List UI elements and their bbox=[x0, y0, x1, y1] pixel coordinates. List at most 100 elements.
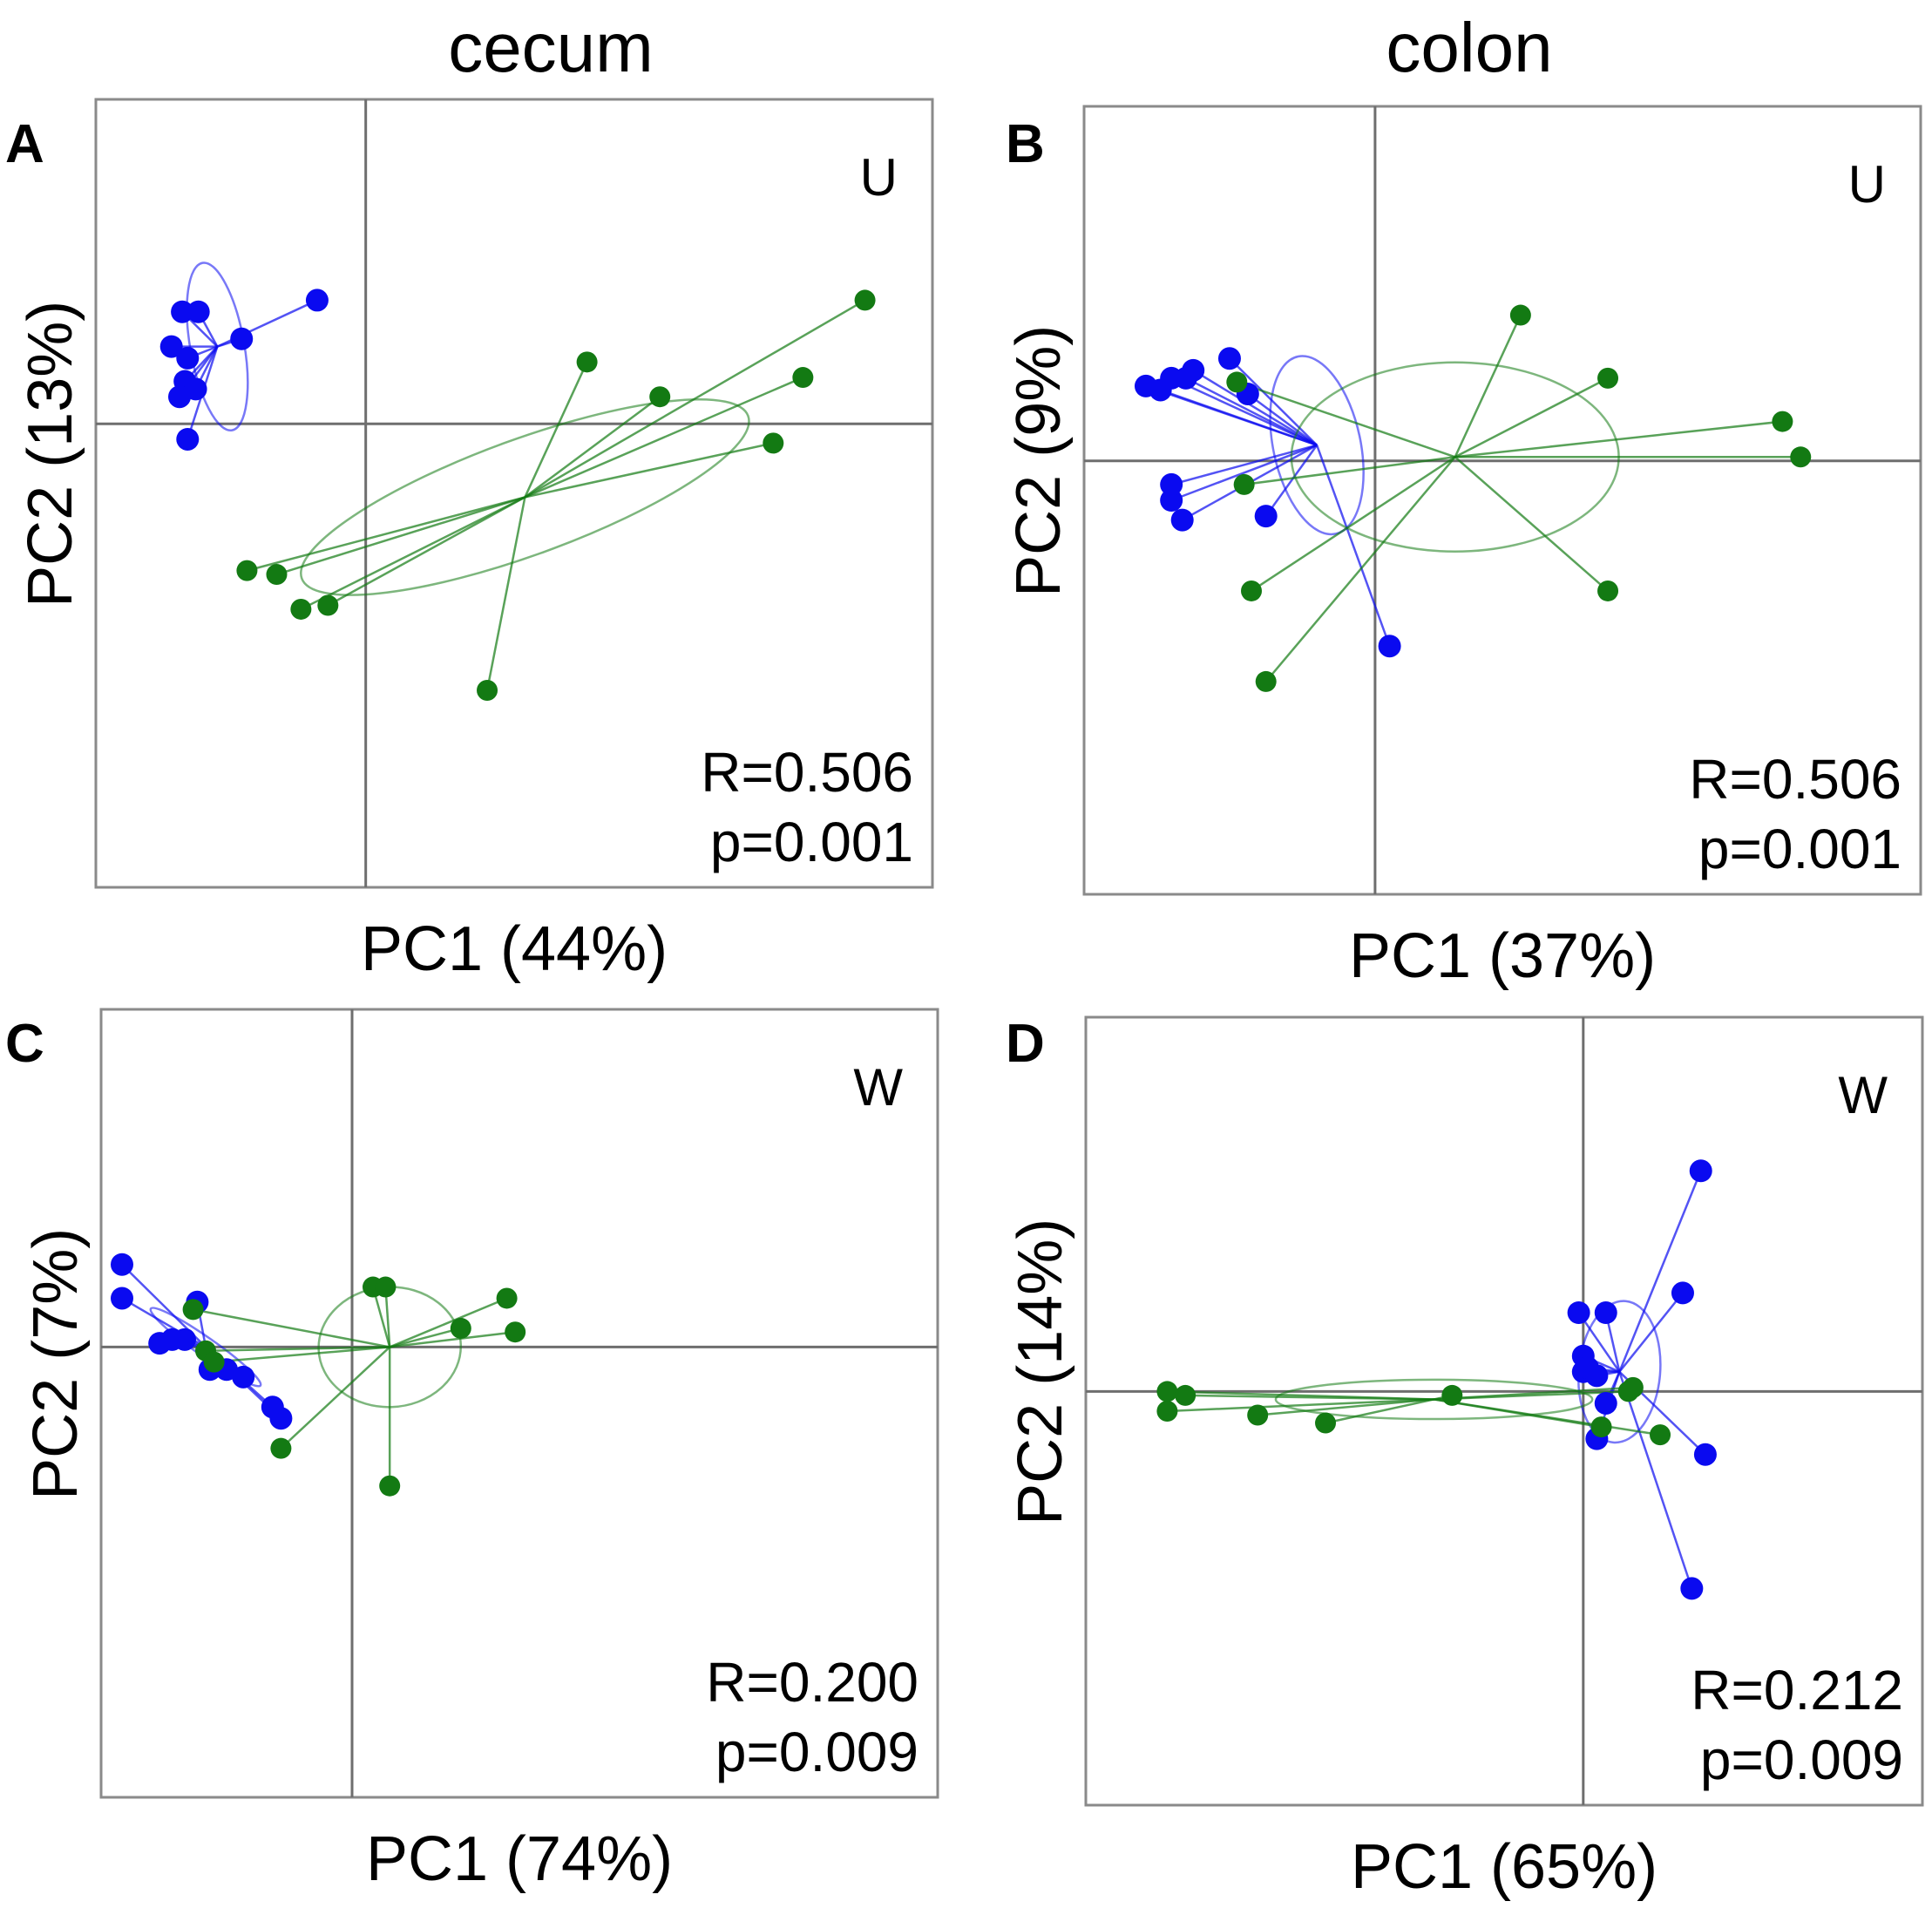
centroid-spoke-group1 bbox=[1618, 1170, 1702, 1373]
plot-frame bbox=[1082, 105, 1922, 896]
data-point-group2 bbox=[1241, 580, 1262, 601]
centroid-spoke-group2 bbox=[247, 496, 525, 572]
data-point-group1 bbox=[305, 289, 329, 312]
data-point-group1 bbox=[111, 1287, 133, 1310]
centroid-spoke-group2 bbox=[1454, 420, 1783, 458]
data-point-group2 bbox=[236, 560, 258, 581]
centroid-spoke-group2 bbox=[1236, 381, 1456, 458]
x-axis-label: PC1 (74%) bbox=[366, 1824, 673, 1894]
centroid-spoke-group2 bbox=[1434, 1398, 1661, 1436]
data-point-group2 bbox=[1156, 1401, 1178, 1422]
panel-letter: D bbox=[1006, 1014, 1045, 1074]
confidence-ellipse-group2 bbox=[1274, 1378, 1594, 1421]
data-point-group2 bbox=[379, 1475, 401, 1497]
data-point-group2 bbox=[266, 564, 288, 586]
panel-b: B U R=0.506 p=0.001 PC1 (37%) PC2 (9%) bbox=[1004, 105, 1922, 991]
data-point-group2 bbox=[1175, 1384, 1196, 1406]
data-point-group2 bbox=[1156, 1381, 1178, 1402]
data-point-group2 bbox=[1597, 367, 1619, 389]
data-point-group2 bbox=[450, 1317, 471, 1339]
data-point-group2 bbox=[1650, 1424, 1671, 1446]
confidence-ellipse-group1 bbox=[1269, 355, 1365, 536]
r-statistic: R=0.506 bbox=[701, 741, 913, 804]
data-point-group2 bbox=[576, 351, 598, 373]
centroid-spoke-group2 bbox=[524, 299, 866, 499]
centroid-spoke-group2 bbox=[300, 496, 525, 611]
data-point-group1 bbox=[1174, 366, 1197, 390]
centroid-spoke-group2 bbox=[389, 1297, 508, 1348]
data-point-group1 bbox=[159, 335, 183, 358]
plot-frame bbox=[1084, 1015, 1924, 1807]
data-point-group2 bbox=[1255, 670, 1277, 692]
plot-frame bbox=[99, 1008, 939, 1799]
data-point-group1 bbox=[232, 1365, 255, 1389]
y-axis-label: PC2 (7%) bbox=[21, 1228, 91, 1500]
confidence-ellipse-group2 bbox=[300, 397, 750, 596]
centroid-spoke-group2 bbox=[1264, 456, 1456, 682]
treatment-label: W bbox=[1838, 1066, 1888, 1124]
treatment-label: U bbox=[1848, 155, 1886, 214]
data-point-group1 bbox=[1567, 1301, 1590, 1324]
data-point-group2 bbox=[1772, 411, 1793, 432]
data-point-group2 bbox=[854, 289, 876, 311]
centroid-spoke-group1 bbox=[1618, 1371, 1693, 1589]
data-point-group2 bbox=[477, 680, 498, 701]
centroid-spoke-group2 bbox=[390, 1330, 516, 1348]
y-axis-label: PC2 (9%) bbox=[1004, 325, 1074, 597]
centroid-spoke-group2 bbox=[524, 396, 661, 499]
centroid-spoke-group1 bbox=[1247, 392, 1318, 446]
data-point-group2 bbox=[203, 1351, 225, 1373]
data-point-group1 bbox=[1693, 1443, 1717, 1466]
data-point-group1 bbox=[1689, 1159, 1712, 1183]
data-point-group2 bbox=[1590, 1416, 1612, 1438]
data-point-group2 bbox=[649, 386, 671, 408]
data-point-group2 bbox=[496, 1287, 518, 1309]
data-point-group2 bbox=[792, 367, 814, 389]
centroid-spoke-group2 bbox=[280, 1346, 391, 1450]
x-axis-label: PC1 (65%) bbox=[1351, 1832, 1657, 1902]
centroid-spoke-group1 bbox=[1170, 377, 1318, 446]
panel-letter: A bbox=[5, 114, 44, 174]
panel-a: A U R=0.506 p=0.001 PC1 (44%) PC2 (13%) bbox=[5, 98, 934, 984]
centroid-spoke-group2 bbox=[1244, 456, 1455, 486]
panel-d: D W R=0.212 p=0.009 PC1 (65%) PC2 (14%) bbox=[1006, 1014, 1924, 1902]
centroid-spoke-group1 bbox=[1170, 444, 1318, 502]
r-statistic: R=0.212 bbox=[1691, 1659, 1903, 1721]
data-point-group1 bbox=[171, 300, 194, 323]
x-axis-label: PC1 (44%) bbox=[361, 914, 668, 984]
data-point-group2 bbox=[505, 1321, 526, 1343]
centroid-spoke-group1 bbox=[1618, 1292, 1684, 1373]
data-point-group2 bbox=[1441, 1384, 1463, 1406]
data-point-group1 bbox=[230, 327, 254, 350]
centroid-spoke-group1 bbox=[1315, 445, 1391, 647]
data-point-group2 bbox=[1790, 446, 1812, 468]
p-value: p=0.009 bbox=[715, 1721, 919, 1783]
data-point-group2 bbox=[375, 1276, 397, 1298]
y-axis-label: PC2 (13%) bbox=[16, 301, 85, 608]
r-statistic: R=0.506 bbox=[1689, 748, 1901, 811]
data-point-group2 bbox=[1622, 1376, 1644, 1398]
data-point-group2 bbox=[1315, 1412, 1337, 1434]
data-point-group2 bbox=[317, 594, 339, 616]
centroid-spoke-group2 bbox=[525, 442, 774, 499]
centroid-spoke-group2 bbox=[1454, 377, 1609, 458]
centroid-spoke-group1 bbox=[1264, 444, 1319, 517]
centroid-spoke-group2 bbox=[1325, 1398, 1434, 1424]
data-point-group1 bbox=[168, 385, 191, 409]
x-axis-label: PC1 (37%) bbox=[1349, 921, 1656, 991]
centroid-spoke-group2 bbox=[193, 1308, 390, 1348]
centroid-spoke-group1 bbox=[1185, 377, 1318, 446]
centroid-spoke-group2 bbox=[276, 496, 525, 576]
centroid-spoke-group2 bbox=[1257, 1398, 1434, 1416]
p-value: p=0.001 bbox=[710, 811, 913, 873]
centroid-spoke-group2 bbox=[327, 496, 525, 607]
centroid-spoke-group2 bbox=[1434, 1386, 1633, 1401]
treatment-label: W bbox=[853, 1058, 903, 1117]
data-point-group1 bbox=[173, 1327, 196, 1351]
data-point-group1 bbox=[111, 1253, 133, 1276]
data-point-group2 bbox=[1226, 371, 1248, 393]
y-axis-label: PC2 (14%) bbox=[1006, 1219, 1075, 1525]
centroid-spoke-group2 bbox=[485, 497, 526, 691]
centroid-spoke-group2 bbox=[1167, 1398, 1434, 1413]
